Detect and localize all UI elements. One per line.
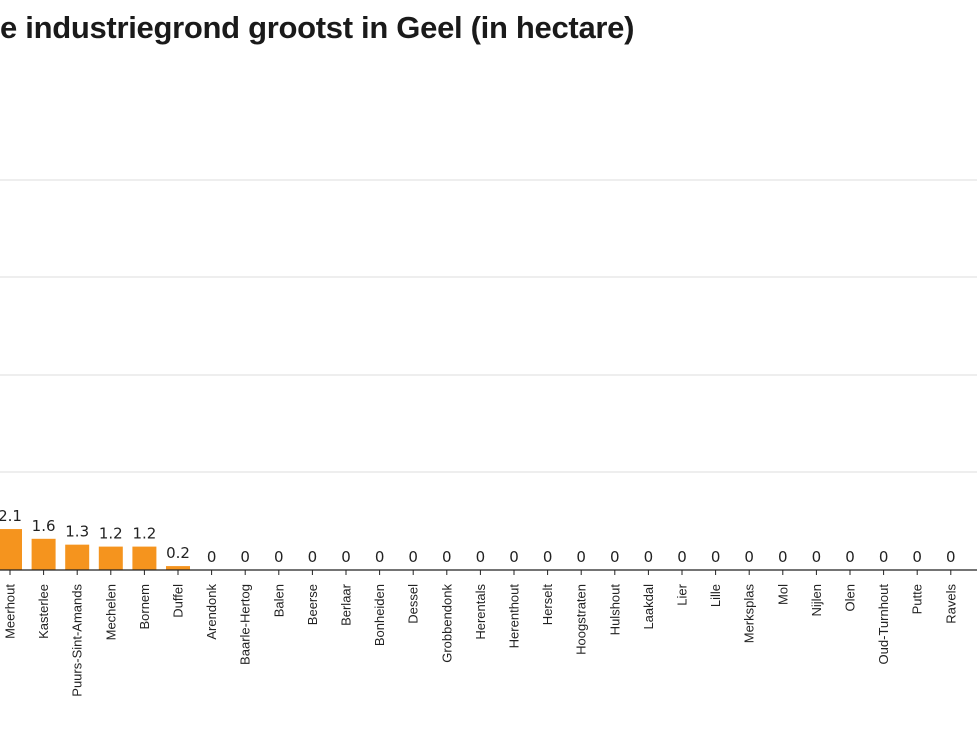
value-label-mechelen: 1.2: [99, 525, 123, 543]
value-label-mol: 0: [778, 548, 788, 566]
value-label-laakdal: 0: [644, 548, 654, 566]
category-label-herselt: Herselt: [540, 584, 555, 626]
value-labels: 2.1 1.6 1.3 1.2 1.2 0.2 0 0 0 0 0 0 0 0 0 0 0 0 0 0 0 0 0 0 0 0 0 0…: [0, 507, 956, 566]
bar-duffel: [166, 566, 190, 570]
value-label-baarle-hertog: 0: [240, 548, 250, 566]
category-label-berlaar: Berlaar: [339, 583, 354, 626]
value-label-arendonk: 0: [207, 548, 217, 566]
category-label-mol: Mol: [775, 584, 790, 605]
value-label-hoogstraten: 0: [576, 548, 586, 566]
value-label-dessel: 0: [408, 548, 418, 566]
value-label-herenthout: 0: [509, 548, 519, 566]
value-label-putte: 0: [912, 548, 922, 566]
category-label-merksplas: Merksplas: [742, 584, 757, 644]
value-label-herentals: 0: [476, 548, 486, 566]
category-label-mechelen: Mechelen: [103, 584, 118, 640]
bar-meerhout: [0, 529, 22, 570]
category-label-hulshout: Hulshout: [607, 584, 622, 636]
value-label-ravels: 0: [946, 548, 956, 566]
chart-title: e industriegrond grootst in Geel (in hec…: [0, 10, 635, 45]
value-label-beerse: 0: [308, 548, 318, 566]
category-label-olen: Olen: [843, 584, 858, 611]
category-label-grobbendonk: Grobbendonk: [439, 584, 454, 663]
category-label-meerhout: Meerhout: [3, 584, 18, 639]
value-label-nijlen: 0: [812, 548, 822, 566]
category-label-nijlen: Nijlen: [809, 584, 824, 617]
bar-bornem: [132, 546, 157, 570]
bar-mechelen: [98, 546, 123, 570]
value-label-kasterlee: 1.6: [32, 517, 56, 535]
category-label-baarle-hertog: Baarle-Hertog: [238, 584, 253, 665]
category-label-bornem: Bornem: [137, 584, 152, 630]
value-label-balen: 0: [274, 548, 284, 566]
value-label-olen: 0: [845, 548, 855, 566]
value-label-hulshout: 0: [610, 548, 620, 566]
value-label-duffel: 0.2: [166, 544, 190, 562]
value-label-bonheiden: 0: [375, 548, 385, 566]
category-label-beerse: Beerse: [305, 584, 320, 625]
category-label-herenthout: Herenthout: [507, 584, 522, 649]
bar-puurs-sint-amands: [65, 544, 90, 570]
category-label-herentals: Herentals: [473, 584, 488, 640]
value-label-herselt: 0: [543, 548, 553, 566]
category-label-lille: Lille: [708, 584, 723, 607]
category-label-lier: Lier: [675, 583, 690, 605]
category-label-oud-turnhout: Oud-Turnhout: [876, 584, 891, 665]
category-label-kasterlee: Kasterlee: [36, 584, 51, 639]
category-label-balen: Balen: [271, 584, 286, 617]
value-label-lille: 0: [711, 548, 721, 566]
gridlines: [0, 179, 977, 473]
value-label-oud-turnhout: 0: [879, 548, 889, 566]
category-label-bonheiden: Bonheiden: [372, 584, 387, 646]
category-label-hoogstraten: Hoogstraten: [574, 584, 589, 655]
category-label-puurs-sint-amands: Puurs-Sint-Amands: [70, 584, 85, 697]
category-label-duffel: Duffel: [171, 584, 186, 618]
bar-kasterlee: [31, 538, 56, 570]
bars: [0, 529, 190, 570]
value-label-meerhout: 2.1: [0, 507, 22, 525]
value-label-berlaar: 0: [341, 548, 351, 566]
category-label-arendonk: Arendonk: [204, 584, 219, 640]
value-label-lier: 0: [677, 548, 687, 566]
value-label-bornem: 1.2: [132, 525, 156, 543]
category-label-laakdal: Laakdal: [641, 584, 656, 630]
category-label-putte: Putte: [910, 584, 925, 614]
category-label-dessel: Dessel: [406, 584, 421, 624]
x-axis: Meerhout Kasterlee Puurs-Sint-Amands Mechel…: [0, 569, 977, 697]
value-label-grobbendonk: 0: [442, 548, 452, 566]
value-label-puurs-sint-amands: 1.3: [65, 523, 89, 541]
value-label-merksplas: 0: [744, 548, 754, 566]
category-label-ravels: Ravels: [943, 584, 958, 624]
